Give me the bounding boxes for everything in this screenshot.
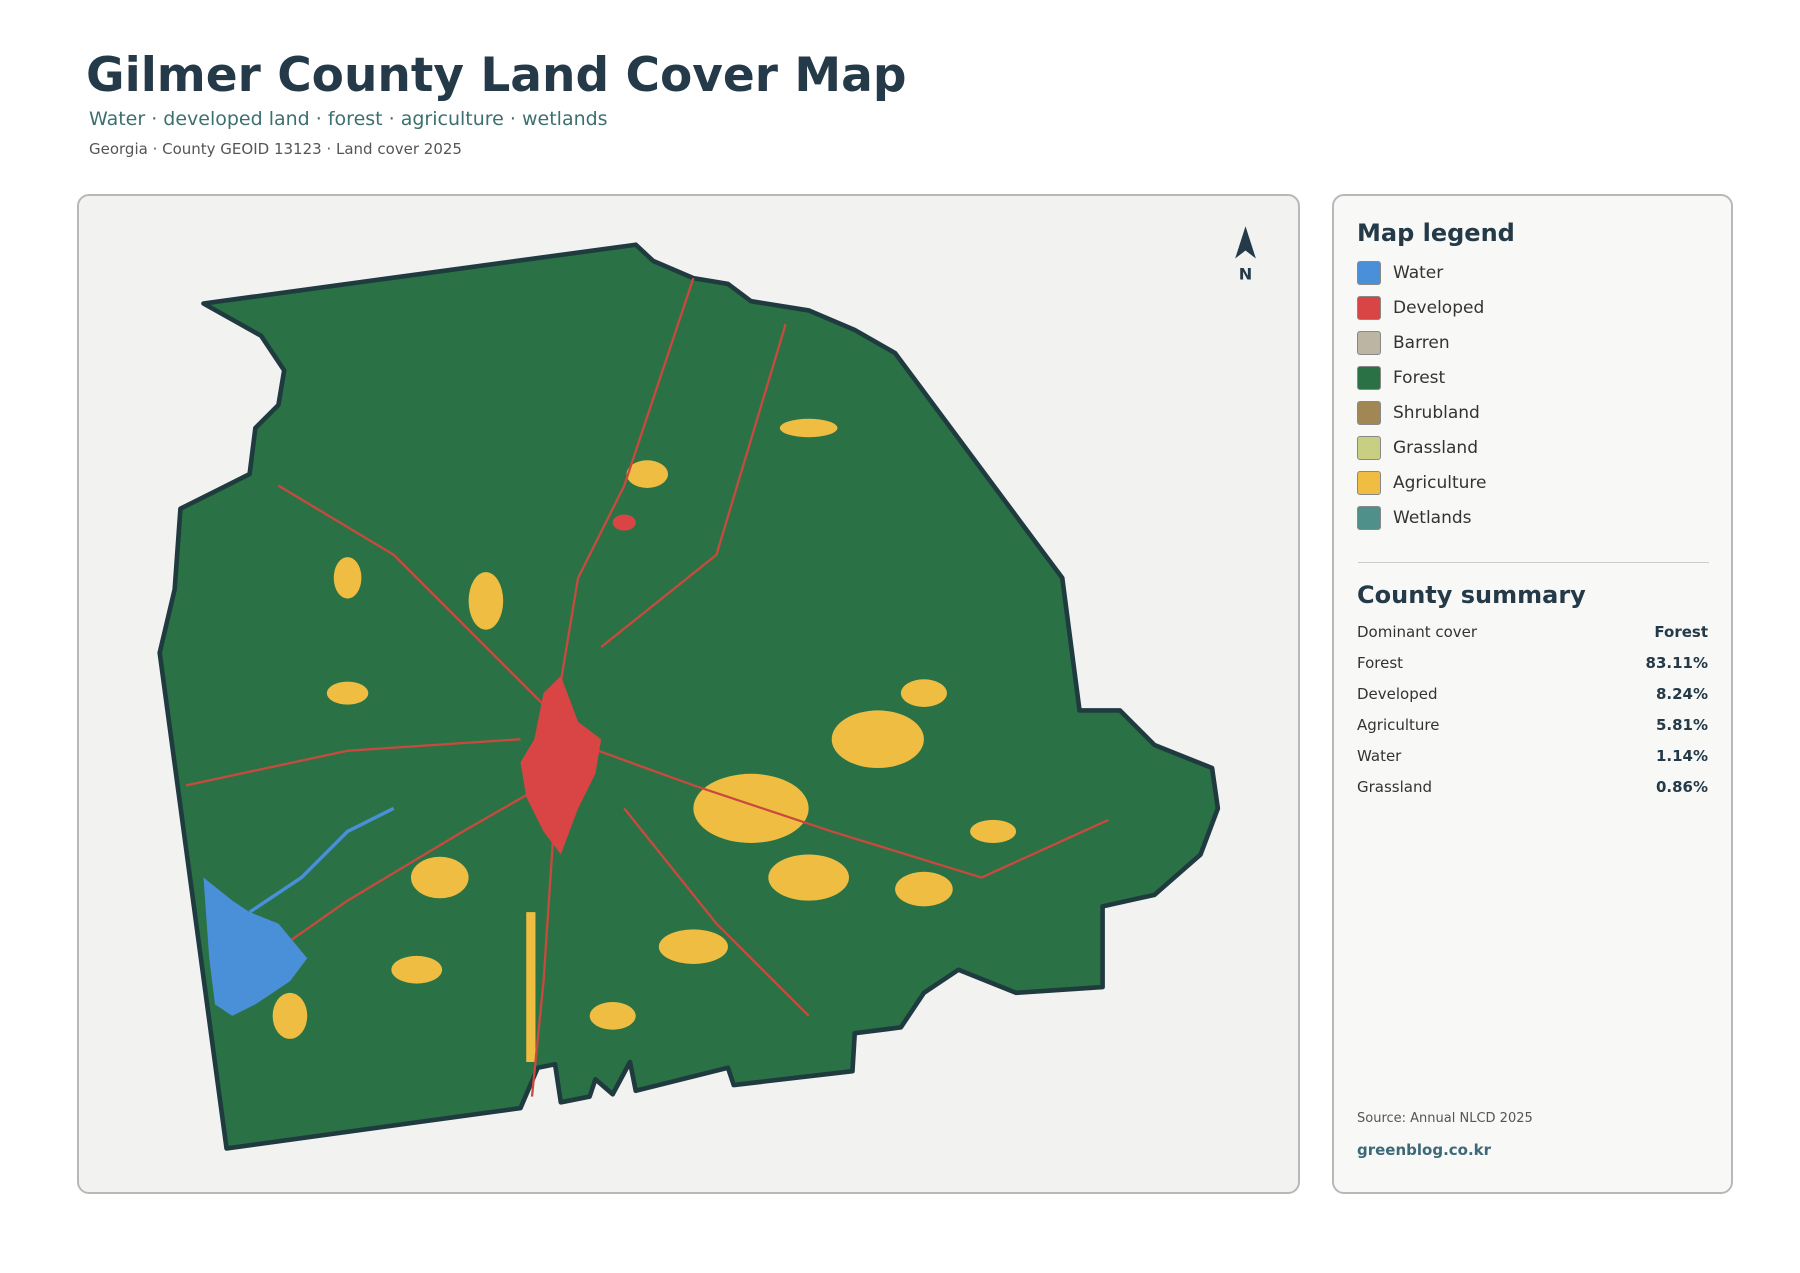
legend-label: Wetlands [1393, 508, 1472, 528]
summary-value: 0.86% [1655, 778, 1708, 796]
summary-label: Dominant cover [1357, 623, 1478, 641]
legend-swatch [1357, 296, 1381, 320]
meta: Georgia · County GEOID 13123 · Land cove… [89, 140, 462, 158]
legend-swatch [1357, 506, 1381, 530]
summary-label: Grassland [1357, 778, 1432, 796]
side-panel: Map legend Water Developed Barren Forest Shr… [1332, 194, 1733, 1194]
title: Gilmer County Land Cover Map [86, 48, 907, 103]
map-panel: N [77, 194, 1300, 1194]
agriculture-patches [272, 418, 1017, 1062]
source: Source: Annual NLCD 2025 [1357, 1111, 1533, 1126]
site: greenblog.co.kr [1357, 1141, 1492, 1159]
legend-swatch [1357, 331, 1381, 355]
north-arrow: N [1235, 226, 1256, 283]
divider [1358, 562, 1709, 563]
summary-label: Agriculture [1357, 716, 1440, 734]
legend-item: Grassland [1357, 436, 1478, 460]
summary-row: Water 1.14% [1357, 747, 1708, 765]
map: N [157, 226, 1256, 1151]
legend-title: Map legend [1357, 219, 1515, 247]
summary-value: 5.81% [1655, 716, 1708, 734]
roads [185, 277, 1109, 1097]
river [248, 806, 395, 914]
legend-label: Shrubland [1393, 403, 1480, 423]
legend-label: Grassland [1393, 438, 1478, 458]
legend-item: Forest [1357, 366, 1445, 390]
legend-swatch [1357, 436, 1381, 460]
legend-item: Agriculture [1357, 471, 1487, 495]
summary-label: Developed [1357, 685, 1438, 703]
summary-value: 1.14% [1655, 747, 1708, 765]
summary-row: Forest 83.11% [1357, 654, 1708, 672]
legend-item: Developed [1357, 296, 1484, 320]
summary-label: Forest [1357, 654, 1404, 672]
summary-value: 8.24% [1655, 685, 1708, 703]
legend-label: Water [1393, 263, 1444, 283]
summary-row: Agriculture 5.81% [1357, 716, 1708, 734]
summary-value: 83.11% [1645, 654, 1708, 672]
summary-value: Forest [1654, 623, 1708, 641]
legend-label: Barren [1393, 333, 1450, 353]
legend-swatch [1357, 366, 1381, 390]
summary-title: County summary [1357, 581, 1586, 609]
county-area [157, 242, 1221, 1151]
summary-row: Grassland 0.86% [1357, 778, 1708, 796]
legend-label: Developed [1393, 298, 1485, 318]
legend-swatch [1357, 471, 1381, 495]
legend-item: Water [1357, 261, 1443, 285]
subtitle: Water · developed land · forest · agricu… [89, 108, 608, 130]
legend-item: Wetlands [1357, 506, 1472, 530]
legend-swatch [1357, 261, 1381, 285]
summary-row: Dominant cover Forest [1357, 623, 1708, 641]
legend-item: Barren [1357, 331, 1450, 355]
summary-label: Water [1357, 747, 1402, 765]
north-label: N [1239, 264, 1253, 283]
developed-patch [612, 514, 636, 531]
legend-label: Forest [1393, 368, 1446, 388]
lake [203, 877, 308, 1016]
summary-row: Developed 8.24% [1357, 685, 1708, 703]
legend-swatch [1357, 401, 1381, 425]
legend-label: Agriculture [1393, 473, 1487, 493]
developed-core [520, 675, 602, 855]
legend-item: Shrubland [1357, 401, 1480, 425]
